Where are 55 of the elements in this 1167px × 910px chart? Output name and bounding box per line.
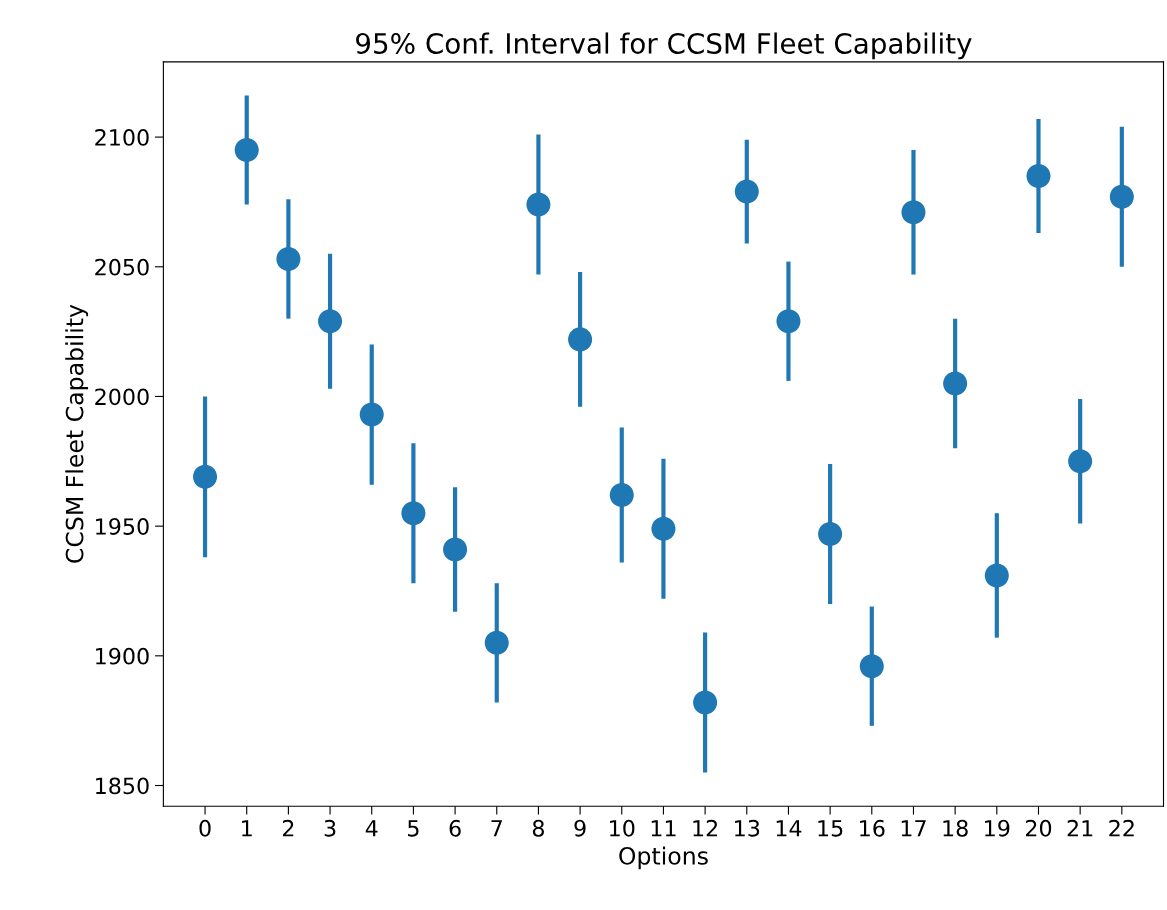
x-tick-label: 0 bbox=[199, 819, 211, 837]
point bbox=[1109, 184, 1134, 209]
x-tick-label: 16 bbox=[860, 819, 885, 837]
x-tick-label: 14 bbox=[776, 820, 802, 837]
x-tick-label: 12 bbox=[693, 819, 718, 837]
x-tick-label: 1 bbox=[242, 820, 252, 837]
point bbox=[693, 690, 718, 715]
x-tick-label: 18 bbox=[943, 819, 968, 837]
x-tick-label: 20 bbox=[1025, 819, 1052, 837]
point bbox=[443, 537, 468, 562]
x-tick-label: 21 bbox=[1067, 819, 1093, 837]
chart-title: 95% Conf. Interval for CCSM Fleet Capability bbox=[356, 32, 972, 60]
x-tick-label: 2 bbox=[282, 819, 294, 837]
x-tick-label: 15 bbox=[818, 820, 843, 837]
point bbox=[943, 371, 968, 396]
point bbox=[818, 521, 843, 546]
x-tick-label: 6 bbox=[449, 819, 461, 837]
x-tick-label: 17 bbox=[901, 820, 926, 837]
point bbox=[193, 464, 218, 489]
point bbox=[484, 630, 509, 655]
point bbox=[609, 482, 634, 508]
x-tick-label: 11 bbox=[651, 820, 676, 837]
point bbox=[651, 516, 676, 541]
x-tick-label: 4 bbox=[365, 820, 378, 837]
point bbox=[859, 654, 884, 679]
x-tick-label: 5 bbox=[408, 820, 419, 837]
x-tick-label: 9 bbox=[574, 819, 586, 837]
y-axis-title: CCSM Fleet Capability bbox=[65, 304, 89, 563]
x-tick-label: 13 bbox=[735, 819, 760, 837]
y-tick-label: 2100 bbox=[95, 129, 149, 146]
point bbox=[234, 138, 259, 163]
y-tick-label: 1850 bbox=[96, 777, 149, 795]
y-tick-label: 2000 bbox=[95, 388, 149, 406]
point bbox=[401, 501, 426, 526]
x-axis-title: Options bbox=[619, 846, 708, 870]
x-tick-label: 19 bbox=[985, 819, 1010, 837]
x-tick-label: 3 bbox=[324, 819, 336, 837]
y-tick-label: 1900 bbox=[96, 647, 149, 665]
x-tick-label: 10 bbox=[610, 819, 635, 837]
y-tick-label: 1950 bbox=[96, 518, 149, 535]
point bbox=[568, 327, 593, 352]
y-tick-label: 2050 bbox=[95, 258, 149, 276]
point bbox=[1068, 449, 1093, 474]
x-tick-label: 8 bbox=[532, 819, 544, 837]
point bbox=[984, 563, 1009, 588]
point bbox=[776, 309, 801, 334]
x-tick-label: 7 bbox=[491, 820, 502, 837]
point bbox=[359, 402, 384, 427]
point bbox=[318, 309, 343, 334]
point bbox=[526, 192, 551, 217]
point bbox=[276, 246, 301, 272]
x-tick-label: 22 bbox=[1109, 819, 1134, 837]
point bbox=[1026, 163, 1051, 189]
point bbox=[734, 179, 759, 204]
point bbox=[901, 200, 926, 225]
